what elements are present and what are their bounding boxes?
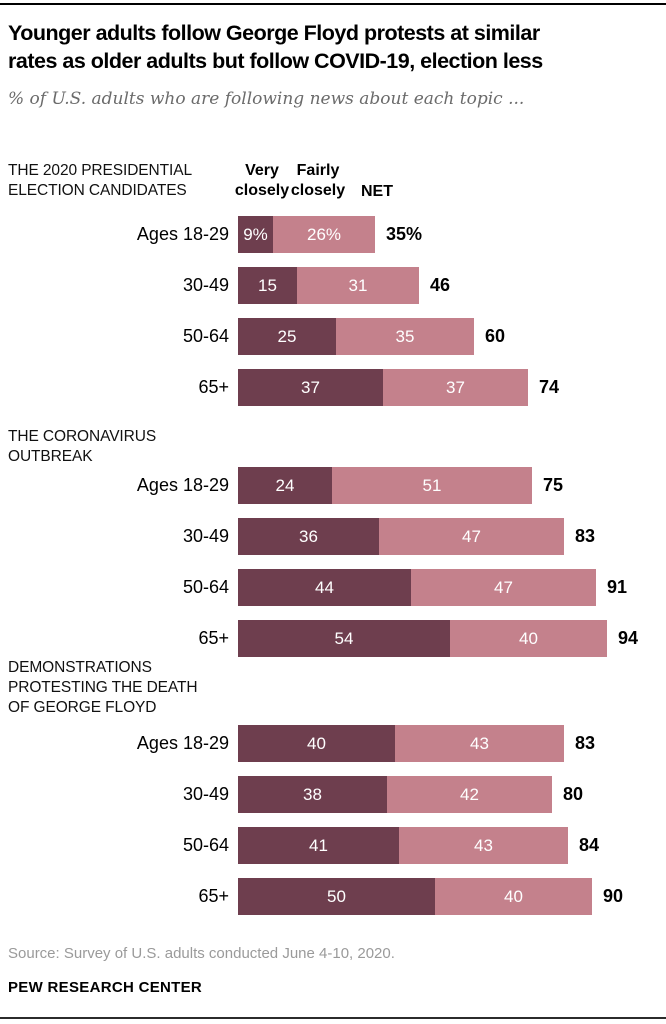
bar-row: 30-49 36 47 83 [8,518,656,555]
segment-very-closely: 54 [238,620,450,657]
segment-fairly-closely: 26% [273,216,375,253]
bar-row: 50-64 44 47 91 [8,569,656,606]
attribution: PEW RESEARCH CENTER [8,979,203,996]
stacked-bar: 24 51 [238,467,532,504]
segment-very-closely: 36 [238,518,379,555]
col-head-fairly-closely: Fairly closely [290,162,346,199]
page-title: Younger adults follow George Floyd prote… [8,21,543,73]
bar-row: 65+ 50 40 90 [8,878,656,915]
stacked-bar: 50 40 [238,878,592,915]
segment-fairly-closely: 47 [379,518,564,555]
row-label: 30-49 [182,784,229,804]
net-value: 91 [607,577,628,597]
net-value: 75 [543,475,564,495]
section-title-election: THE 2020 PRESIDENTIAL ELECTION CANDIDATE… [8,162,192,199]
bar-row: 50-64 41 43 84 [8,827,656,864]
section-title: THE CORONAVIRUS OUTBREAK [8,428,157,465]
top-rule [0,3,666,5]
chart-header: THE 2020 PRESIDENTIAL ELECTION CANDIDATE… [8,161,656,202]
col-head-very-closely: Very closely [234,162,290,199]
page-subtitle: % of U.S. adults who are following news … [8,89,525,109]
bar-row: Ages 18-29 40 43 83 [8,725,656,762]
segment-very-closely: 40 [238,725,395,762]
bar-row: Ages 18-29 9% 26% 35% [8,216,656,253]
bar-row: 30-49 15 31 46 [8,267,656,304]
bar-row: 50-64 25 35 60 [8,318,656,355]
segment-very-closely: 41 [238,827,399,864]
row-label: 50-64 [182,326,229,346]
section-title: DEMONSTRATIONS PROTESTING THE DEATH OF G… [8,659,198,716]
row-label: Ages 18-29 [136,733,229,753]
col-head-net: NET [361,183,393,200]
segment-fairly-closely: 31 [297,267,419,304]
stacked-bar: 54 40 [238,620,607,657]
row-label: 30-49 [182,526,229,546]
row-label: 65+ [198,377,229,397]
row-label: 50-64 [182,577,229,597]
net-value: 94 [618,628,639,648]
segment-very-closely: 25 [238,318,336,355]
stacked-bar: 25 35 [238,318,474,355]
row-label: 65+ [198,628,229,648]
segment-very-closely: 44 [238,569,411,606]
stacked-bar: 38 42 [238,776,552,813]
row-label: 65+ [198,886,229,906]
segment-fairly-closely: 35 [336,318,474,355]
stacked-bar: 15 31 [238,267,419,304]
chart-body: Ages 18-29 9% 26% 35% 30-49 15 31 46 50-64 25 35 60… [8,216,656,915]
net-value: 46 [430,275,451,295]
net-value: 80 [563,784,584,804]
segment-fairly-closely: 42 [387,776,552,813]
stacked-bar: 40 43 [238,725,564,762]
segment-fairly-closely: 40 [450,620,607,657]
segment-fairly-closely: 37 [383,369,528,406]
content: Younger adults follow George Floyd prote… [0,19,666,997]
segment-fairly-closely: 40 [435,878,592,915]
segment-fairly-closely: 51 [332,467,532,504]
bar-row: 65+ 54 40 94 [8,620,656,657]
net-value: 84 [579,835,600,855]
stacked-bar: 41 43 [238,827,568,864]
bottom-rule [0,1017,666,1019]
stacked-bar: 44 47 [238,569,596,606]
segment-very-closely: 50 [238,878,435,915]
segment-very-closely: 24 [238,467,332,504]
chart: THE 2020 PRESIDENTIAL ELECTION CANDIDATE… [8,161,656,915]
row-label: Ages 18-29 [136,224,229,244]
segment-fairly-closely: 43 [399,827,568,864]
segment-very-closely: 9% [238,216,273,253]
net-value: 60 [485,326,506,346]
bar-row: 30-49 38 42 80 [8,776,656,813]
segment-fairly-closely: 43 [395,725,564,762]
segment-very-closely: 37 [238,369,383,406]
stacked-bar: 36 47 [238,518,564,555]
bar-row: 65+ 37 37 74 [8,369,656,406]
net-value: 74 [539,377,560,397]
segment-very-closely: 15 [238,267,297,304]
row-label: 50-64 [182,835,229,855]
net-value: 83 [575,526,596,546]
net-value: 35% [386,224,423,244]
net-value: 90 [603,886,624,906]
row-label: 30-49 [182,275,229,295]
row-label: Ages 18-29 [136,475,229,495]
segment-very-closely: 38 [238,776,387,813]
bar-row: Ages 18-29 24 51 75 [8,467,656,504]
net-value: 83 [575,733,596,753]
stacked-bar: 9% 26% [238,216,375,253]
source-note: Source: Survey of U.S. adults conducted … [8,945,395,962]
stacked-bar: 37 37 [238,369,528,406]
segment-fairly-closely: 47 [411,569,596,606]
